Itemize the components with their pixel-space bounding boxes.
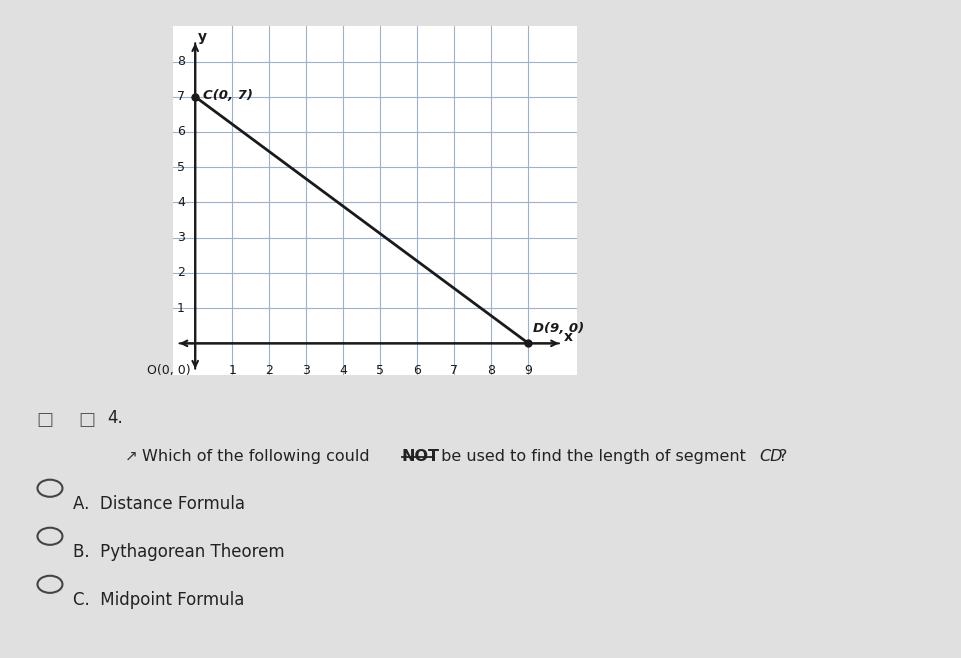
Text: 6: 6: [177, 126, 185, 138]
Text: 9: 9: [525, 365, 532, 378]
Text: 7: 7: [451, 365, 458, 378]
Text: be used to find the length of segment: be used to find the length of segment: [436, 449, 752, 464]
Text: 7: 7: [177, 90, 185, 103]
Text: 3: 3: [303, 365, 310, 378]
Text: 8: 8: [177, 55, 185, 68]
Text: 4.: 4.: [108, 409, 123, 427]
Text: 5: 5: [377, 365, 384, 378]
Text: NOT: NOT: [402, 449, 440, 464]
Text: 4: 4: [339, 365, 347, 378]
Text: Which of the following could: Which of the following could: [142, 449, 375, 464]
Text: C.  Midpoint Formula: C. Midpoint Formula: [73, 591, 244, 609]
Text: □: □: [37, 411, 54, 429]
Text: 4: 4: [177, 196, 185, 209]
Text: 2: 2: [265, 365, 273, 378]
Text: A.  Distance Formula: A. Distance Formula: [73, 495, 245, 513]
Text: 6: 6: [413, 365, 421, 378]
Text: x: x: [564, 330, 573, 344]
Text: ↗: ↗: [125, 449, 137, 464]
Text: y: y: [197, 30, 207, 44]
Text: 1: 1: [229, 365, 236, 378]
Text: 8: 8: [487, 365, 496, 378]
Text: ?: ?: [778, 449, 787, 464]
Text: C(0, 7): C(0, 7): [204, 89, 253, 101]
Text: B.  Pythagorean Theorem: B. Pythagorean Theorem: [73, 543, 284, 561]
Text: □: □: [79, 411, 96, 429]
Text: D(9, 0): D(9, 0): [533, 322, 584, 335]
Text: O(0, 0): O(0, 0): [147, 365, 190, 378]
Text: 1: 1: [177, 301, 185, 315]
Text: 3: 3: [177, 231, 185, 244]
Text: 2: 2: [177, 266, 185, 280]
Text: 5: 5: [177, 161, 185, 174]
Text: CD: CD: [759, 449, 782, 464]
